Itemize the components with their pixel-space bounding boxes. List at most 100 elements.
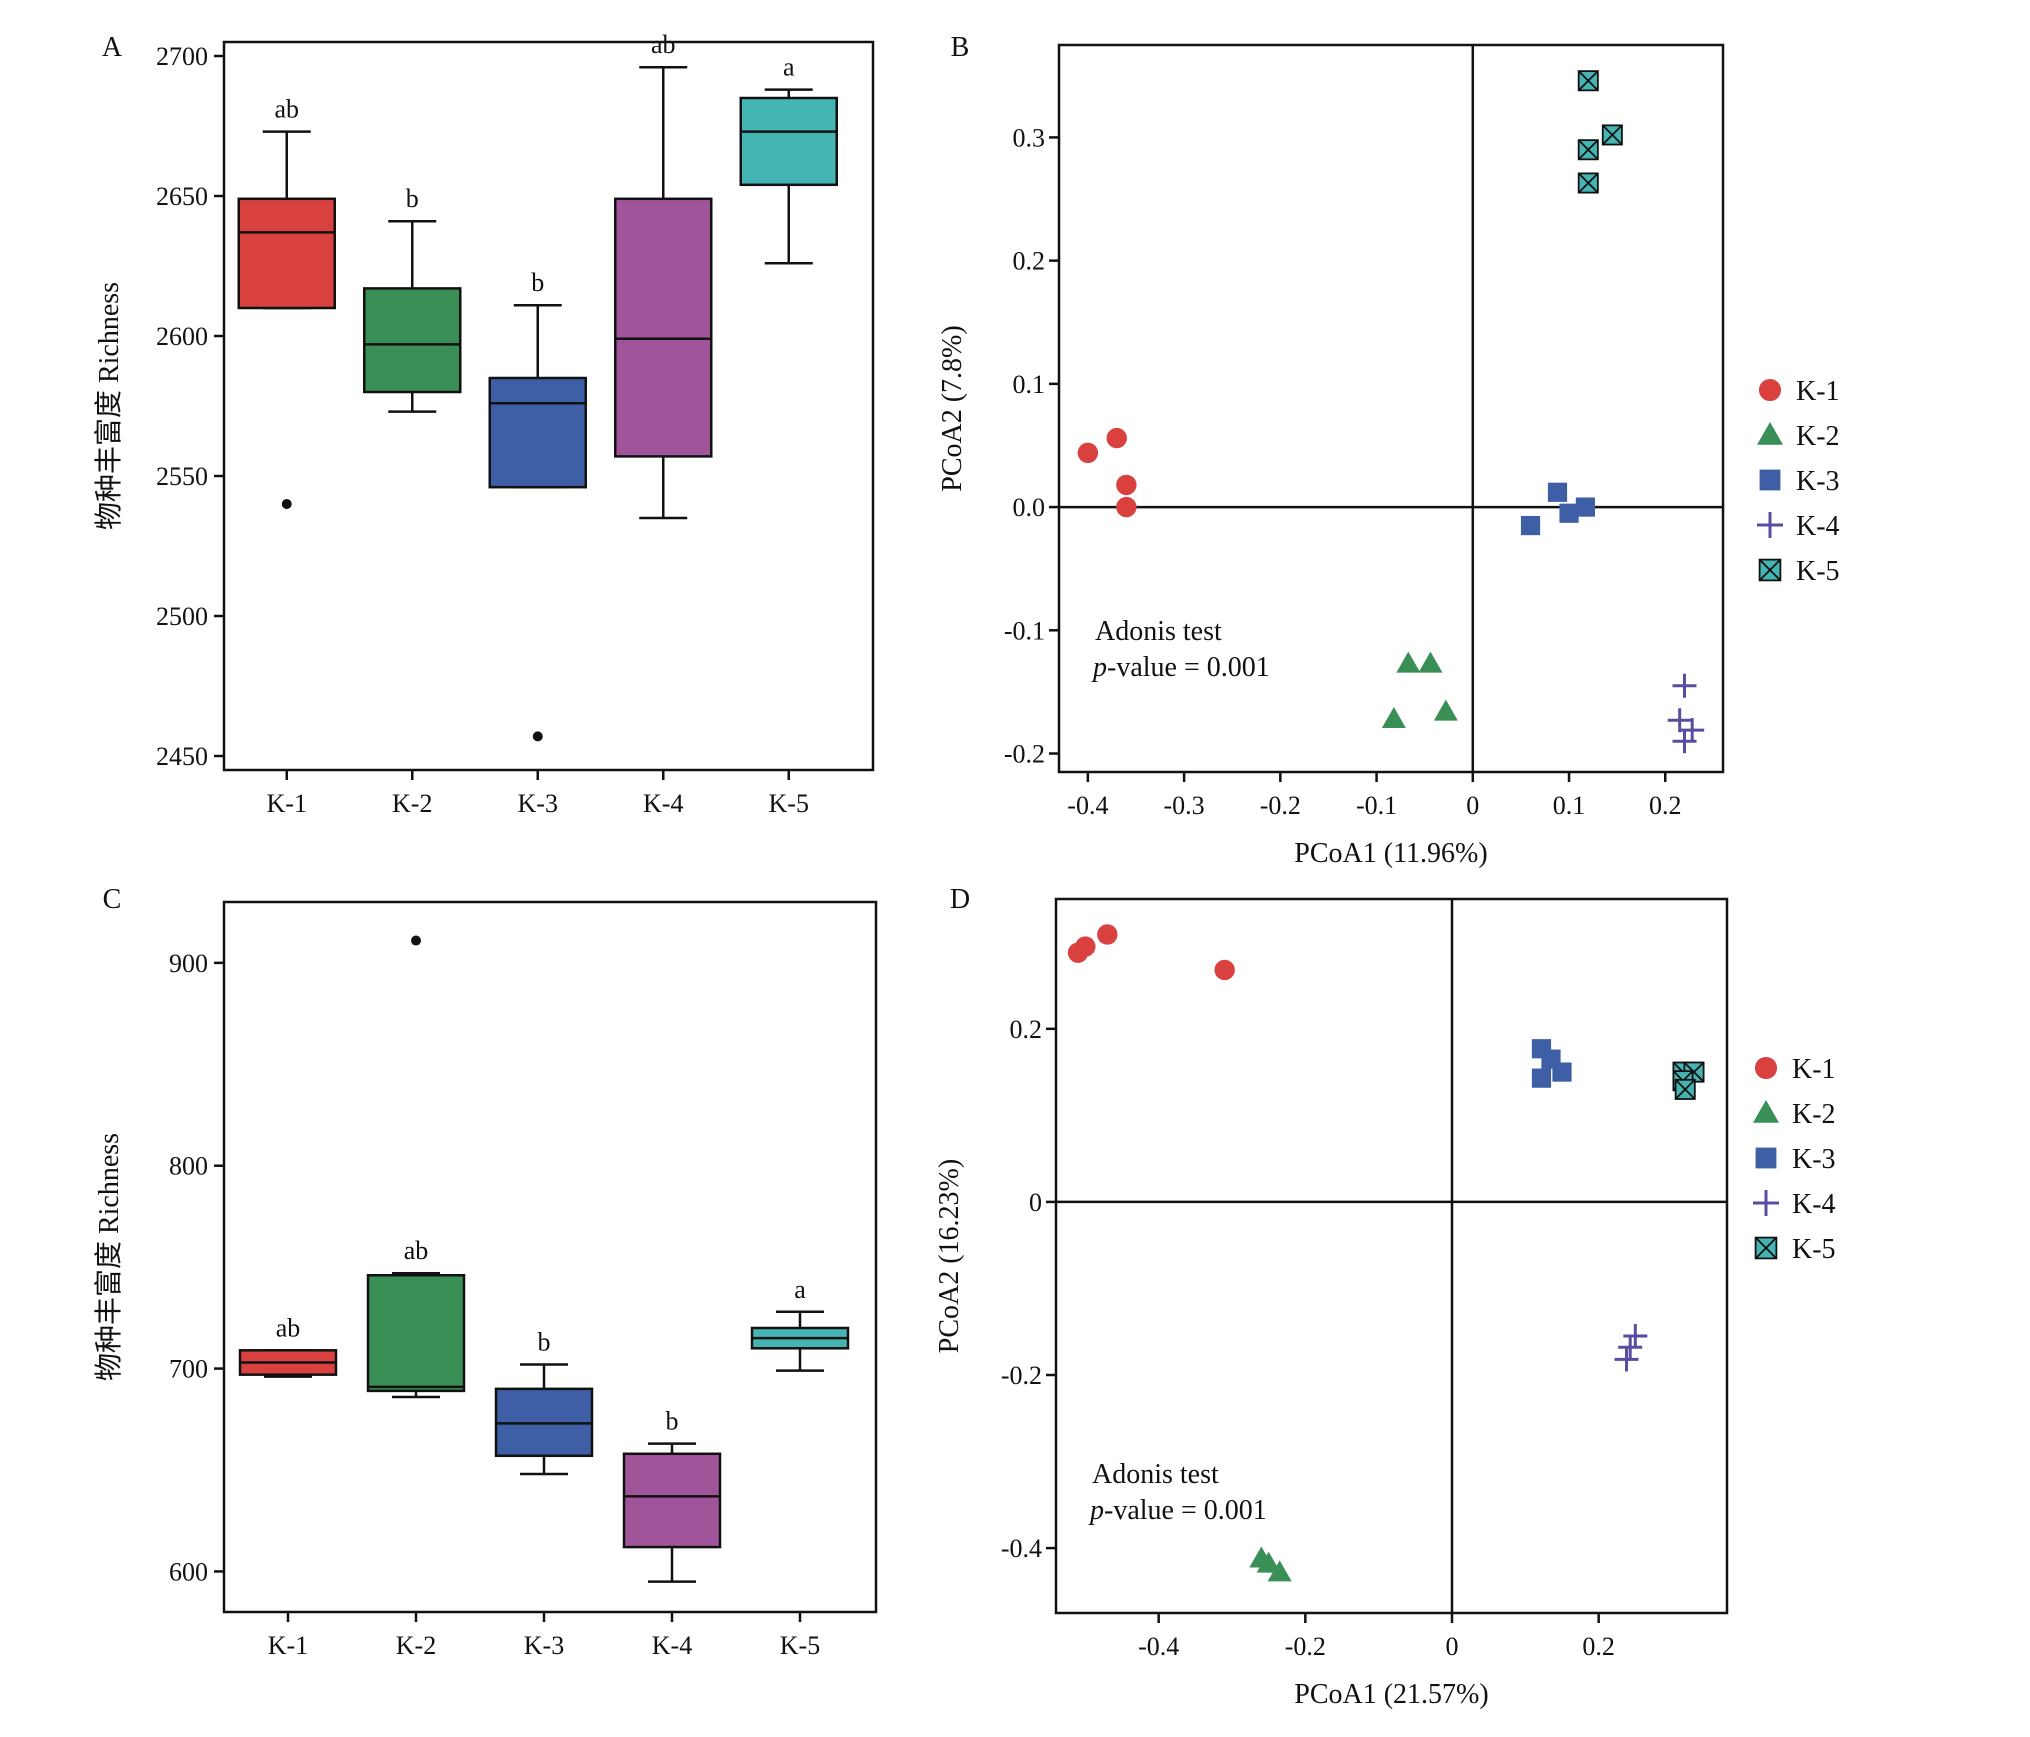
boxx-diag-2 (1578, 139, 1599, 160)
y-axis-label: PCoA2 (16.23%) (934, 1159, 965, 1353)
box-k-1: ab (238, 1313, 338, 1378)
panel-label: C (103, 884, 122, 915)
legend-label: K-1 (1792, 1054, 1836, 1085)
plot-frame (222, 900, 878, 1614)
point-boxed-x (1577, 172, 1599, 194)
plot-frame (1057, 43, 1725, 774)
box-k-4: b (622, 1407, 722, 1583)
point-triangle (1753, 1100, 1779, 1123)
y-tick-label: 2450 (156, 742, 208, 771)
y-tick-label: 600 (169, 1557, 208, 1586)
panel-label: B (951, 32, 970, 63)
x-tick-label: -0.2 (1260, 791, 1301, 820)
box-k-2: ab (366, 935, 466, 1399)
boxx-diag-2 (1578, 70, 1599, 91)
x-tick-label: -0.1 (1356, 791, 1397, 820)
point-circle (1214, 959, 1235, 981)
series-k-2 (1381, 651, 1458, 729)
x-tick-label: K-4 (643, 789, 683, 818)
legend-label: K-3 (1792, 1144, 1836, 1175)
point-square (1547, 482, 1568, 502)
series-k-3 (1520, 482, 1595, 536)
point-triangle (1757, 422, 1783, 445)
y-tick-label: 0.2 (1013, 247, 1046, 276)
box-iqr (363, 287, 462, 394)
point-boxed-x (1758, 558, 1782, 582)
x-tick-label: K-3 (518, 789, 558, 818)
series-k-4 (1667, 673, 1705, 754)
point-plus (1672, 673, 1697, 698)
pvalue-italic-p: p (1091, 652, 1107, 683)
y-tick-label: 0.1 (1013, 370, 1046, 399)
y-axis-label: 物种丰富度 Richness (93, 1133, 125, 1381)
y-tick-label: 0.2 (1010, 1015, 1043, 1044)
y-tick-label: 2650 (156, 182, 208, 211)
boxx-diag-2 (1754, 1236, 1778, 1260)
legend-label: K-5 (1796, 556, 1840, 587)
outlier-point (411, 935, 421, 946)
y-tick-label: -0.2 (1001, 1361, 1042, 1390)
panel-b-pcoa-scatter: B -0.4 -0.3 -0.2 -0.1 0 0.1 0.2 -0.2 -0.1 0.0 0.1 0.… (937, 32, 1840, 869)
y-axis-label: PCoA2 (7.8%) (937, 325, 968, 491)
box-iqr (614, 197, 713, 458)
y-tick-label: -0.1 (1004, 616, 1045, 645)
legend-label: K-2 (1792, 1099, 1836, 1130)
series-k-5 (1672, 1061, 1705, 1100)
point-plus (1753, 1190, 1779, 1216)
box-iqr (366, 1274, 466, 1393)
significance-letter: b (666, 1407, 679, 1436)
plot-frame (1054, 897, 1729, 1615)
legend-label: K-1 (1796, 376, 1840, 407)
series-k-5 (1577, 70, 1623, 194)
point-plus (1667, 708, 1692, 733)
significance-letter: b (406, 184, 419, 213)
panel-d-pcoa-scatter: D -0.4 -0.2 0 0.2 -0.4 -0.2 0 0.2 PCoA1 (21.57%) P… (934, 884, 1836, 1710)
x-tick-label: K-1 (267, 789, 307, 818)
legend-label: K-4 (1796, 511, 1840, 542)
legend-label: K-5 (1792, 1234, 1836, 1265)
boxx-diag-2 (1602, 124, 1623, 146)
point-square (1755, 1147, 1777, 1169)
x-tick-label: K-2 (396, 1631, 436, 1660)
significance-letter: ab (651, 30, 676, 59)
y-tick-label: 900 (169, 949, 208, 978)
y-tick-label: 2500 (156, 602, 208, 631)
box-k-4: ab (614, 30, 713, 520)
adonis-test-label: Adonis test (1095, 616, 1222, 647)
point-plus (1623, 1324, 1648, 1349)
y-tick-label: 700 (169, 1355, 208, 1384)
significance-letter: b (531, 268, 544, 297)
point-boxed-x (1577, 139, 1599, 161)
legend-label: K-4 (1792, 1189, 1836, 1220)
series-k-3 (1531, 1039, 1572, 1088)
x-tick-label: K-1 (268, 1631, 308, 1660)
pvalue-rest: -value = 0.001 (1107, 652, 1270, 683)
point-plus (1618, 1335, 1643, 1360)
point-circle (1077, 442, 1099, 464)
point-square (1520, 515, 1541, 536)
box-iqr (488, 376, 587, 489)
x-tick-label: K-2 (392, 789, 432, 818)
x-tick-label: -0.4 (1138, 1632, 1179, 1661)
point-triangle (1256, 1551, 1281, 1573)
legend: K-1 K-2 K-3 K-4 K-5 (1757, 376, 1840, 587)
panel-label: D (950, 884, 970, 915)
adonis-pvalue: p-value = 0.001 (1091, 652, 1270, 683)
x-tick-label: K-5 (769, 789, 809, 818)
x-tick-label: K-3 (524, 1631, 564, 1660)
box-k-2: b (363, 184, 462, 413)
legend-label: K-3 (1796, 466, 1840, 497)
significance-letter: b (538, 1328, 551, 1357)
point-square (1552, 1062, 1572, 1082)
point-square (1575, 497, 1595, 517)
point-boxed-x (1577, 70, 1599, 92)
x-axis-label: PCoA1 (21.57%) (1294, 1679, 1488, 1710)
point-triangle (1433, 699, 1458, 721)
series-k-1 (1067, 924, 1235, 981)
x-tick-label: 0.1 (1553, 791, 1586, 820)
adonis-pvalue: p-value = 0.001 (1088, 1495, 1267, 1526)
x-tick-label: -0.4 (1067, 791, 1108, 820)
y-tick-label: 2700 (156, 42, 208, 71)
